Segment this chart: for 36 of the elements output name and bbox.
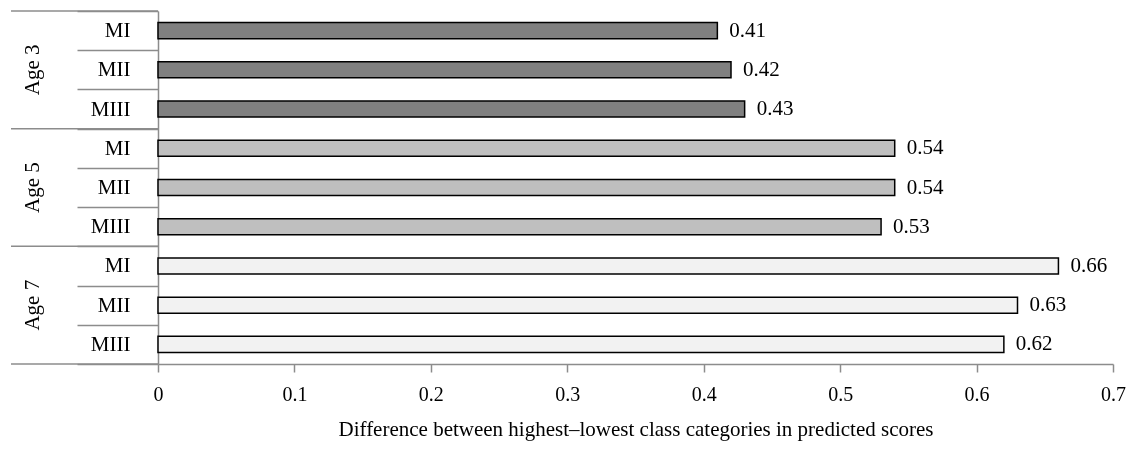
x-tick-label: 0.7 (1101, 382, 1126, 405)
text: Age 3 (20, 44, 44, 96)
bar (157, 257, 1060, 275)
bar (157, 217, 882, 236)
y-tick-label: MI (104, 253, 131, 278)
data-label: 0.54 (906, 174, 944, 199)
y-tick-label: MI (104, 135, 131, 160)
x-tick-label: 0 (153, 382, 164, 405)
data-label: 0.62 (1015, 331, 1053, 356)
x-tick-label: 0.6 (964, 382, 990, 405)
bar (157, 335, 1005, 354)
bar (157, 178, 896, 197)
text: Age 5 (20, 162, 44, 213)
y-tick-label: MI (104, 18, 131, 43)
x-tick-label: 0.3 (555, 382, 581, 405)
data-label: 0.43 (756, 96, 794, 121)
data-label: 0.66 (1070, 252, 1108, 277)
bar (157, 296, 1019, 314)
x-tick-label: 0.5 (828, 382, 854, 405)
data-label: 0.54 (906, 135, 944, 160)
data-label: 0.63 (1029, 292, 1067, 317)
y-tick-label: MIII (90, 214, 131, 239)
data-label: 0.53 (893, 213, 930, 238)
x-tick-label: 0.1 (282, 382, 308, 405)
x-tick-label: 0.4 (691, 382, 717, 405)
x-tick-label: 0.2 (418, 382, 444, 405)
y-tick-label: MII (97, 175, 131, 199)
data-label: 0.42 (743, 56, 780, 81)
y-tick-label: MIII (90, 331, 131, 356)
y-tick-label: MII (97, 292, 131, 317)
text: Age 7 (20, 279, 44, 331)
x-axis-title: Difference between highest–lowest class categories in predicted scores (338, 416, 934, 441)
y-tick-label: MIII (90, 96, 131, 121)
bar (157, 139, 896, 158)
y-tick-label: MII (97, 57, 131, 82)
data-label: 0.41 (729, 17, 767, 42)
